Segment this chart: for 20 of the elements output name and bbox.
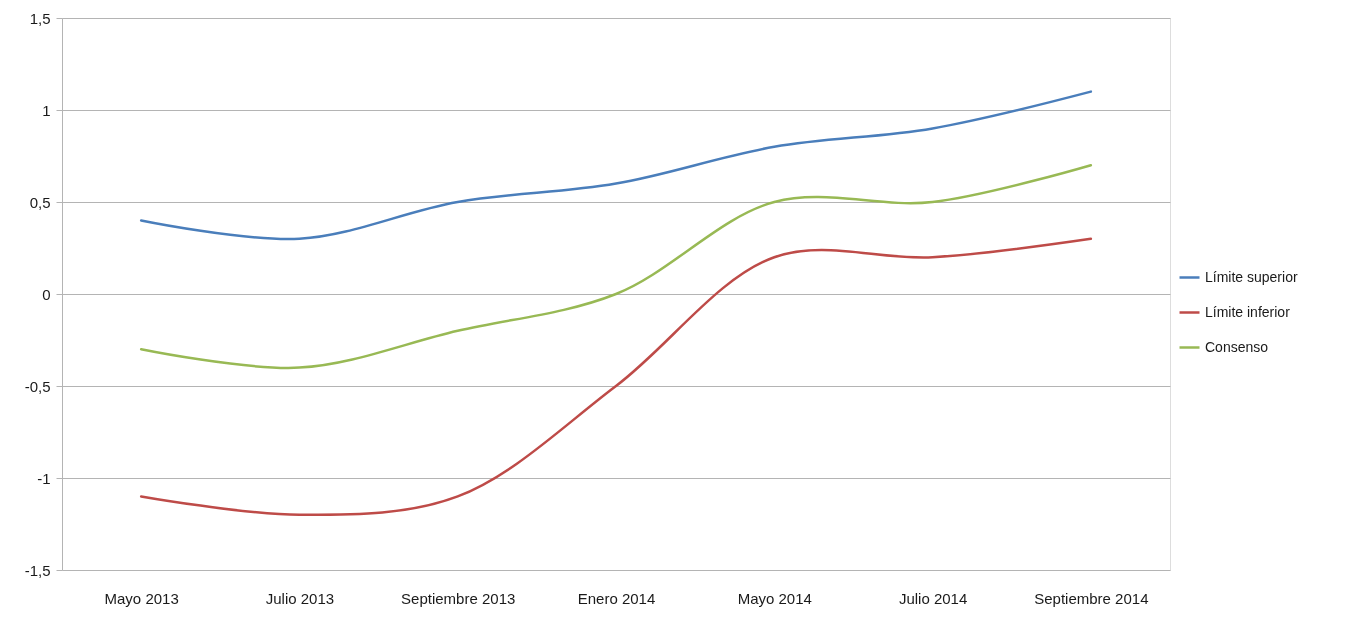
x-tick-label: Mayo 2013 — [104, 589, 179, 607]
y-tick-label: 1 — [42, 101, 51, 119]
y-tick-label: 1,5 — [29, 9, 51, 27]
x-tick-label: Enero 2014 — [577, 589, 656, 607]
legend-label: Límite inferior — [1205, 303, 1291, 320]
x-tick-label: Julio 2013 — [265, 589, 335, 607]
y-tick-label: -1,5 — [24, 561, 51, 579]
y-tick-label: 0 — [42, 285, 51, 303]
x-tick-label: Mayo 2014 — [737, 589, 812, 607]
legend-label: Consenso — [1205, 338, 1269, 355]
line-series — [139, 237, 1093, 517]
line-series — [139, 90, 1093, 241]
line-series — [139, 163, 1093, 370]
x-tick-label: Septiembre 2013 — [401, 589, 516, 607]
y-tick-label: -1 — [37, 469, 51, 487]
legend-label: Límite superior — [1205, 268, 1298, 285]
y-tick-label: 0,5 — [29, 193, 51, 211]
x-tick-label: Septiembre 2014 — [1034, 589, 1149, 607]
y-tick-label: -0,5 — [24, 377, 51, 395]
x-tick-label: Julio 2014 — [898, 589, 968, 607]
